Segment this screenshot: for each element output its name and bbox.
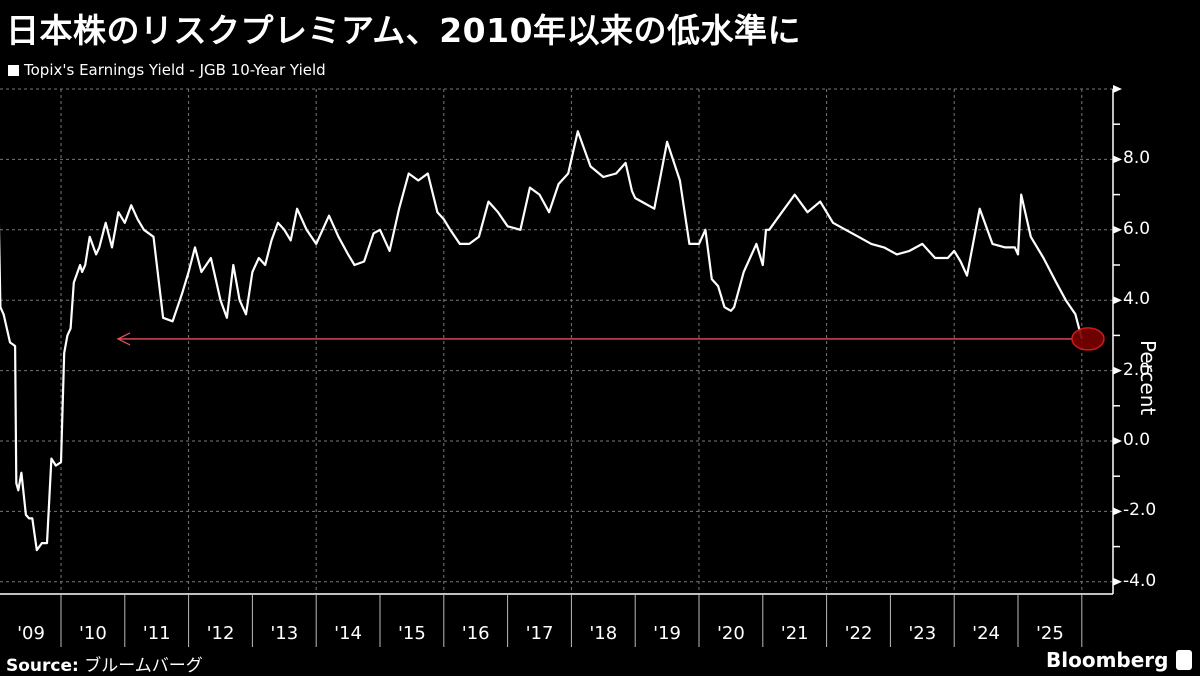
brand-name: Bloomberg [1046,648,1169,672]
x-tick-label: '19 [653,623,682,644]
legend-swatch [8,64,19,76]
series-line [0,130,1083,552]
x-tick-label: '12 [206,623,235,644]
y-tick-label: -4.0 [1123,570,1157,591]
x-tick-label: '10 [78,623,107,644]
source-value: ブルームバーグ [84,656,203,676]
legend-label: Topix's Earnings Yield - JGB 10-Year Yie… [24,61,326,79]
y-tick-label: 6.0 [1123,218,1151,239]
legend: Topix's Earnings Yield - JGB 10-Year Yie… [8,61,326,79]
x-tick-label: '25 [1035,623,1064,644]
x-tick-label: '23 [908,623,937,644]
x-tick-label: '09 [17,623,45,644]
x-axis-ticks [60,594,1083,647]
x-tick-label: '14 [334,623,363,644]
y-tick-label: 2.0 [1123,359,1151,380]
y-axis-unit: Percent [1136,340,1160,416]
annotation-arrow [116,327,1105,351]
y-tick-label: 8.0 [1123,148,1151,169]
x-tick-label: '20 [716,623,745,644]
chart-title: 日本株のリスクプレミアム、2010年以来の低水準に [6,11,802,50]
y-tick-label: 4.0 [1123,289,1151,310]
x-tick-label: '16 [461,623,490,644]
source-label: Source: [6,656,79,676]
x-tick-label: '22 [844,623,873,644]
y-tick-label: 0.0 [1123,430,1151,450]
x-tick-label: '15 [397,623,426,644]
x-tick-label: '13 [270,623,299,644]
bloomberg-chart-icon [1176,650,1193,670]
x-tick-label: '21 [780,623,809,644]
source-note: Source: ブルームバーグ [6,651,203,676]
brand-logo: Bloomberg [1046,648,1193,672]
gridlines [0,88,1113,594]
x-tick-label: '24 [972,623,1001,644]
y-axis [0,85,1122,595]
x-tick-label: '11 [142,623,171,644]
y-tick-label: -2.0 [1123,500,1157,521]
x-tick-label: '18 [589,623,618,644]
x-tick-label: '17 [525,623,554,644]
